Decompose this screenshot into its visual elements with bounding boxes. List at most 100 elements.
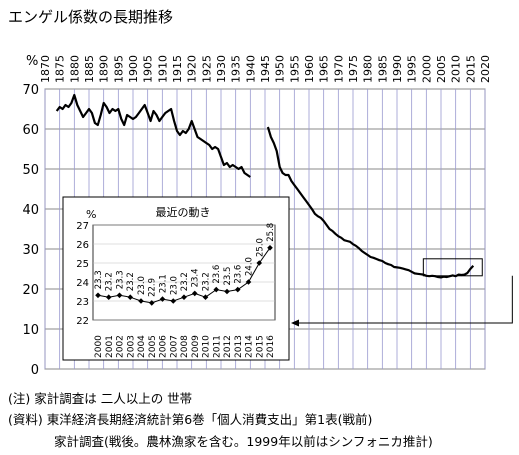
inset-data-point (181, 294, 187, 300)
inset-y-tick-label: 22 (76, 316, 89, 327)
y-tick-label: 30 (22, 243, 39, 258)
x-tick-label: 2005 (435, 55, 448, 83)
x-tick-label: 2015 (464, 55, 477, 83)
y-tick-label: 70 (22, 83, 39, 98)
inset-data-point (127, 294, 134, 300)
inset-x-tick-label: 2007 (169, 335, 179, 358)
x-tick-label: 1985 (376, 55, 389, 83)
inset-data-point (267, 245, 273, 251)
x-tick-label: 1925 (200, 55, 213, 83)
inset-x-tick-label: 2002 (116, 335, 126, 358)
inset-data-label: 24.0 (245, 257, 255, 276)
note-postwar: 家計調査(戦後。農林漁家を含む。1999年以前はシンフォニカ推計) (54, 434, 433, 449)
x-tick-label: 1915 (171, 55, 184, 83)
x-tick-label: 1945 (259, 55, 272, 83)
inset-x-tick-label: 2014 (245, 335, 255, 358)
inset-data-label: 23.3 (94, 270, 104, 289)
x-tick-label: 1990 (391, 55, 404, 83)
inset-x-tick-label: 2001 (105, 335, 115, 358)
inset-x-tick-label: 2008 (180, 335, 190, 358)
x-tick-label: 1955 (288, 55, 301, 83)
x-tick-label: 1975 (347, 55, 360, 83)
x-tick-label: 1950 (274, 55, 287, 83)
inset-x-tick-label: 2013 (234, 335, 244, 358)
y-tick-label: 40 (22, 203, 39, 218)
x-tick-label: 1970 (332, 55, 345, 83)
inset-data-point (213, 286, 220, 293)
inset-y-tick-label: 23 (76, 297, 89, 308)
inset-y-axis-unit: % (86, 208, 96, 221)
inset-data-point (224, 288, 230, 295)
inset-data-label: 23.2 (105, 272, 115, 291)
note-source: (資料) 東洋経済長期経済統計第6巻「個人消費支出」第1表(戦前) (8, 412, 373, 427)
x-tick-label: 1910 (156, 55, 169, 83)
x-tick-label: 1905 (142, 55, 155, 83)
inset-data-label: 23.2 (126, 272, 136, 291)
inset-plot-area (92, 224, 276, 321)
x-tick-label: 2020 (479, 55, 492, 83)
inset-data-point (191, 290, 198, 297)
x-tick-label: 1960 (303, 55, 316, 83)
inset-x-tick-label: 2006 (159, 335, 169, 358)
series-postwar-line (266, 126, 475, 279)
inset-data-point (234, 286, 241, 293)
inset-x-tick-label: 2005 (148, 335, 158, 358)
inset-data-point (256, 260, 263, 266)
inset-x-tick-label: 2010 (202, 335, 212, 358)
inset-x-tick-label: 2004 (137, 335, 147, 358)
x-tick-label: 1965 (318, 55, 331, 83)
x-tick-label: 1870 (39, 55, 52, 83)
x-tick-label: 1930 (215, 55, 228, 83)
y-tick-label: 10 (22, 323, 39, 338)
inset-x-tick-label: 2003 (126, 335, 136, 358)
inset-x-tick-label: 2016 (266, 335, 276, 358)
inset-x-tick-label: 2000 (94, 335, 104, 358)
connector-line (297, 275, 513, 324)
inset-data-label: 23.6 (234, 265, 244, 284)
inset-data-label: 25.0 (255, 238, 265, 257)
inset-data-label: 23.1 (159, 274, 169, 293)
y-tick-label: 20 (22, 283, 39, 298)
inset-data-label: 22.9 (148, 278, 158, 297)
note-survey: (注) 家計調査は 二人以上の 世帯 (8, 391, 193, 406)
connector-arrowhead (291, 319, 299, 327)
page-title: エンゲル係数の長期推移 (8, 8, 174, 26)
x-tick-label: 1980 (362, 55, 375, 83)
inset-data-label: 25.8 (266, 223, 276, 242)
inset-data-point (159, 296, 166, 302)
inset-data-point (202, 294, 209, 300)
x-tick-label: 1900 (127, 55, 140, 83)
inset-data-label: 23.0 (137, 276, 147, 295)
x-tick-label: 2010 (450, 55, 463, 83)
inset-x-tick-label: 2015 (255, 335, 265, 358)
x-tick-label: 1940 (244, 55, 257, 83)
inset-y-tick-label: 24 (76, 278, 89, 289)
inset-data-point (138, 298, 144, 304)
x-tick-label: 1880 (68, 55, 81, 83)
y-axis-unit: % (26, 54, 38, 69)
inset-x-tick-label: 2011 (212, 335, 222, 358)
inset-data-point (245, 279, 252, 285)
x-tick-label: 1895 (112, 55, 125, 83)
inset-y-tick-label: 25 (76, 259, 89, 270)
y-tick-label: 60 (22, 123, 39, 138)
inset-data-label: 23.4 (191, 268, 201, 287)
y-tick-label: 50 (22, 163, 39, 178)
inset-y-tick-label: 26 (76, 240, 89, 251)
inset-data-point (148, 300, 155, 306)
inset-data-point (116, 292, 123, 299)
inset-title: 最近の動き (156, 205, 211, 219)
x-tick-label: 1935 (230, 55, 243, 83)
inset-data-label: 23.3 (116, 270, 126, 289)
inset-data-label: 23.6 (212, 265, 222, 284)
recent-highlight-box (422, 258, 483, 277)
y-tick-label: 0 (31, 363, 39, 378)
inset-data-label: 23.0 (169, 276, 179, 295)
inset-data-label: 23.2 (202, 272, 212, 291)
x-tick-label: 2000 (420, 55, 433, 83)
x-tick-label: 1995 (406, 55, 419, 83)
inset-data-point (170, 298, 177, 304)
x-tick-label: 1885 (83, 55, 96, 83)
inset-data-label: 23.5 (223, 267, 233, 286)
inset-data-point (95, 292, 101, 299)
